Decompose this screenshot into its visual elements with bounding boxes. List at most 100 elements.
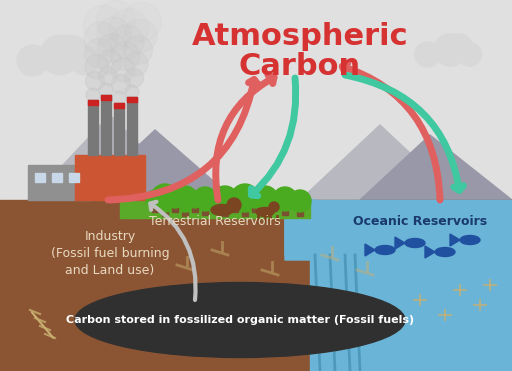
Bar bbox=[262, 204, 268, 216]
Polygon shape bbox=[285, 200, 340, 255]
Bar bbox=[152, 200, 158, 212]
Circle shape bbox=[83, 6, 122, 45]
Text: Industry
(Fossil fuel burning
and Land use): Industry (Fossil fuel burning and Land u… bbox=[51, 230, 169, 277]
Circle shape bbox=[187, 192, 203, 208]
Circle shape bbox=[146, 190, 164, 208]
Bar bbox=[172, 200, 178, 212]
Circle shape bbox=[415, 42, 440, 67]
Circle shape bbox=[125, 85, 139, 99]
Bar bbox=[35, 173, 45, 182]
Circle shape bbox=[172, 186, 198, 212]
Bar bbox=[114, 103, 124, 155]
Circle shape bbox=[54, 35, 88, 68]
Circle shape bbox=[85, 55, 109, 79]
Bar bbox=[0, 0, 512, 200]
Circle shape bbox=[70, 46, 98, 75]
Bar bbox=[182, 204, 188, 216]
Circle shape bbox=[226, 190, 244, 208]
Circle shape bbox=[252, 186, 278, 212]
Bar bbox=[297, 204, 303, 216]
Circle shape bbox=[247, 192, 263, 208]
Circle shape bbox=[40, 35, 80, 75]
Circle shape bbox=[231, 184, 259, 212]
Circle shape bbox=[166, 190, 184, 208]
Bar bbox=[232, 200, 238, 212]
Circle shape bbox=[111, 58, 135, 82]
Circle shape bbox=[110, 25, 144, 59]
Polygon shape bbox=[360, 135, 512, 200]
Circle shape bbox=[110, 9, 148, 47]
Circle shape bbox=[289, 190, 311, 212]
Circle shape bbox=[99, 83, 113, 97]
Circle shape bbox=[227, 198, 241, 212]
Bar bbox=[28, 165, 93, 200]
Polygon shape bbox=[120, 200, 310, 218]
Polygon shape bbox=[30, 115, 195, 200]
Bar bbox=[127, 97, 137, 155]
Text: Carbon stored in fossilized organic matter (Fossil fuels): Carbon stored in fossilized organic matt… bbox=[66, 315, 414, 325]
Bar bbox=[101, 95, 111, 100]
Bar bbox=[282, 203, 288, 215]
Polygon shape bbox=[80, 130, 235, 200]
Polygon shape bbox=[450, 234, 460, 246]
Circle shape bbox=[112, 91, 126, 105]
Circle shape bbox=[458, 43, 481, 66]
Bar bbox=[267, 200, 273, 212]
Bar bbox=[252, 200, 258, 212]
Polygon shape bbox=[395, 237, 405, 249]
Bar bbox=[0, 200, 512, 371]
Ellipse shape bbox=[211, 204, 233, 216]
Circle shape bbox=[123, 36, 153, 65]
Circle shape bbox=[123, 19, 157, 53]
Polygon shape bbox=[285, 200, 340, 260]
Circle shape bbox=[207, 192, 223, 208]
Circle shape bbox=[263, 194, 277, 208]
Ellipse shape bbox=[405, 239, 425, 247]
Bar bbox=[69, 173, 79, 182]
Ellipse shape bbox=[375, 246, 395, 255]
Bar bbox=[192, 200, 198, 212]
Bar bbox=[52, 173, 62, 182]
Circle shape bbox=[151, 184, 179, 212]
Text: Carbon: Carbon bbox=[239, 52, 361, 81]
Circle shape bbox=[98, 50, 122, 74]
Circle shape bbox=[111, 42, 139, 70]
Circle shape bbox=[96, 0, 136, 39]
Circle shape bbox=[112, 75, 131, 93]
Circle shape bbox=[269, 202, 279, 212]
Circle shape bbox=[434, 34, 466, 66]
Bar bbox=[88, 100, 98, 155]
Circle shape bbox=[212, 186, 238, 212]
Text: Atmospheric: Atmospheric bbox=[191, 22, 408, 51]
Circle shape bbox=[86, 72, 104, 91]
Polygon shape bbox=[425, 246, 435, 258]
Circle shape bbox=[124, 52, 148, 76]
Circle shape bbox=[98, 66, 117, 85]
Circle shape bbox=[124, 69, 143, 88]
Circle shape bbox=[17, 45, 48, 76]
Circle shape bbox=[445, 34, 473, 61]
Ellipse shape bbox=[435, 247, 455, 256]
Bar bbox=[101, 95, 111, 155]
Circle shape bbox=[84, 39, 114, 68]
Bar bbox=[202, 203, 208, 215]
Text: Oceanic Reservoirs: Oceanic Reservoirs bbox=[353, 215, 487, 228]
Bar bbox=[127, 97, 137, 102]
Bar bbox=[212, 200, 218, 212]
Circle shape bbox=[86, 88, 100, 102]
Ellipse shape bbox=[75, 282, 405, 358]
Bar bbox=[242, 204, 248, 216]
Bar bbox=[222, 204, 228, 216]
Text: Terrestrial Reservoirs: Terrestrial Reservoirs bbox=[149, 215, 281, 228]
Ellipse shape bbox=[256, 207, 274, 217]
Bar bbox=[88, 100, 98, 105]
Circle shape bbox=[97, 17, 131, 51]
Bar bbox=[162, 204, 168, 216]
Polygon shape bbox=[300, 125, 460, 200]
Bar bbox=[114, 103, 124, 108]
Circle shape bbox=[122, 3, 161, 42]
Ellipse shape bbox=[460, 236, 480, 244]
Circle shape bbox=[97, 33, 126, 62]
Circle shape bbox=[273, 187, 297, 211]
Circle shape bbox=[193, 187, 217, 211]
